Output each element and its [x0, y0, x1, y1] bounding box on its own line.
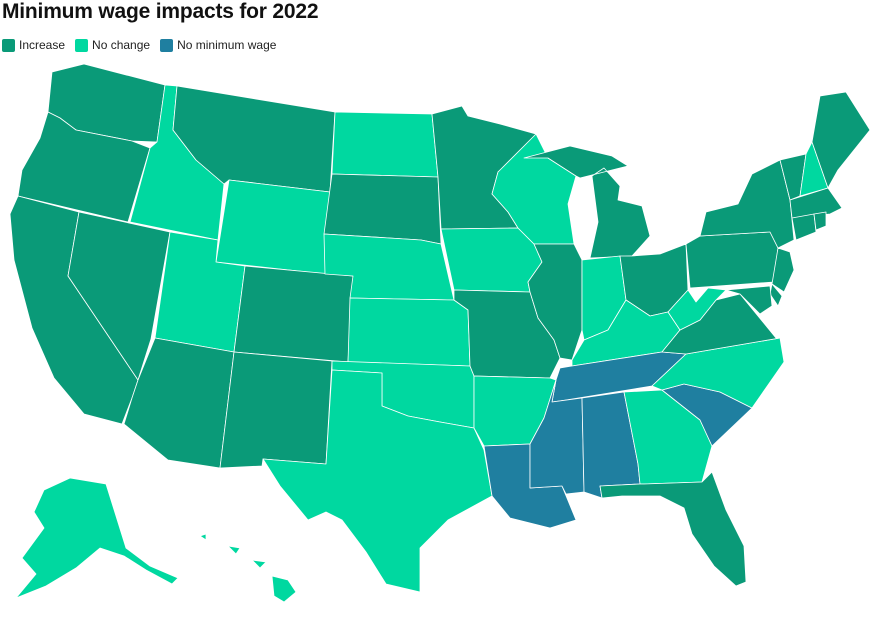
- legend-swatch-no-change: [75, 38, 89, 52]
- state-texas[interactable]: [262, 369, 493, 593]
- legend-item-increase: Increase: [2, 38, 65, 52]
- legend-label-no-change: No change: [92, 38, 151, 52]
- state-wyoming[interactable]: [215, 179, 331, 275]
- legend-item-no-minimum-wage: No minimum wage: [160, 38, 276, 52]
- state-rhode-island[interactable]: [813, 211, 827, 231]
- state-north-carolina[interactable]: [651, 337, 785, 409]
- state-connecticut[interactable]: [791, 213, 817, 241]
- state-florida[interactable]: [599, 471, 747, 587]
- state-pennsylvania[interactable]: [685, 231, 779, 289]
- state-mississippi[interactable]: [529, 379, 585, 495]
- legend-item-no-change: No change: [75, 38, 150, 52]
- state-illinois[interactable]: [527, 243, 583, 361]
- map-title: Minimum wage impacts for 2022: [2, 0, 319, 23]
- legend-label-no-minimum-wage: No minimum wage: [177, 38, 277, 52]
- legend-swatch-no-minimum-wage: [160, 38, 174, 52]
- state-nevada[interactable]: [67, 211, 171, 381]
- state-massachusetts[interactable]: [789, 187, 843, 219]
- state-alaska[interactable]: [15, 477, 179, 599]
- state-new-mexico[interactable]: [219, 351, 333, 469]
- state-michigan[interactable]: [523, 145, 651, 259]
- state-iowa[interactable]: [440, 227, 543, 293]
- state-north-dakota[interactable]: [331, 111, 439, 178]
- legend-swatch-increase: [2, 38, 15, 52]
- legend: Increase No change No minimum wage: [2, 38, 286, 52]
- state-hawaii[interactable]: [199, 533, 297, 603]
- state-maryland[interactable]: [725, 285, 773, 315]
- state-colorado[interactable]: [233, 265, 354, 363]
- state-south-dakota[interactable]: [323, 173, 442, 245]
- legend-label-increase: Increase: [19, 38, 66, 52]
- state-kansas[interactable]: [347, 297, 471, 367]
- state-oregon[interactable]: [17, 111, 151, 223]
- state-new-jersey[interactable]: [771, 247, 795, 293]
